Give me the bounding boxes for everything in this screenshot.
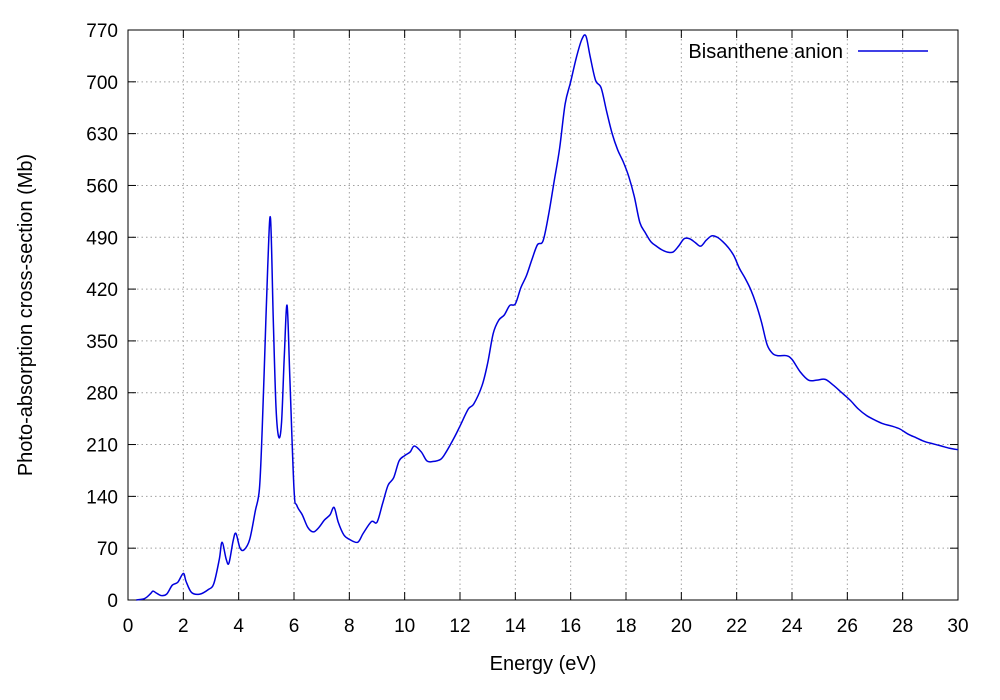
x-tick-label: 14 xyxy=(505,616,527,637)
tick-labels: 0 2 4 6 8 10 12 14 16 18 20 22 24 26 28 300701402102803… xyxy=(86,21,968,637)
series-line-bisanthene-anion xyxy=(136,34,959,601)
x-tick-label: 12 xyxy=(449,616,470,637)
legend-label: Bisanthene anion xyxy=(688,41,843,63)
x-tick-label: 6 xyxy=(289,616,300,637)
y-tick-label: 770 xyxy=(86,21,118,42)
y-tick-label: 0 xyxy=(107,591,118,612)
y-tick-label: 420 xyxy=(86,280,118,301)
axis-ticks xyxy=(127,29,959,601)
x-tick-label: 20 xyxy=(671,616,692,637)
series-layer xyxy=(136,34,959,601)
x-tick-label: 22 xyxy=(726,616,747,637)
plot-frame xyxy=(127,29,959,601)
y-tick-label: 210 xyxy=(86,436,118,457)
x-tick-label: 2 xyxy=(178,616,189,637)
x-tick-label: 18 xyxy=(615,616,636,637)
x-tick-label: 4 xyxy=(233,616,244,637)
x-tick-label: 26 xyxy=(837,616,858,637)
x-tick-label: 30 xyxy=(947,616,968,637)
y-tick-label: 700 xyxy=(86,73,118,94)
x-tick-label: 0 xyxy=(123,616,134,637)
y-tick-label: 140 xyxy=(86,487,118,508)
y-tick-label: 280 xyxy=(86,384,118,405)
y-axis-label: Photo-absorption cross-section (Mb) xyxy=(15,154,37,476)
legend: Bisanthene anion xyxy=(688,41,928,63)
y-tick-label: 70 xyxy=(97,539,118,560)
y-tick-label: 490 xyxy=(86,228,118,249)
x-tick-label: 8 xyxy=(344,616,355,637)
grid xyxy=(128,30,958,600)
x-axis-label: Energy (eV) xyxy=(490,653,597,675)
y-tick-label: 630 xyxy=(86,125,118,146)
x-tick-label: 16 xyxy=(560,616,581,637)
x-tick-label: 24 xyxy=(781,616,803,637)
x-tick-label: 28 xyxy=(892,616,913,637)
y-tick-label: 350 xyxy=(86,332,118,353)
x-tick-label: 10 xyxy=(394,616,415,637)
y-tick-label: 560 xyxy=(86,176,118,197)
